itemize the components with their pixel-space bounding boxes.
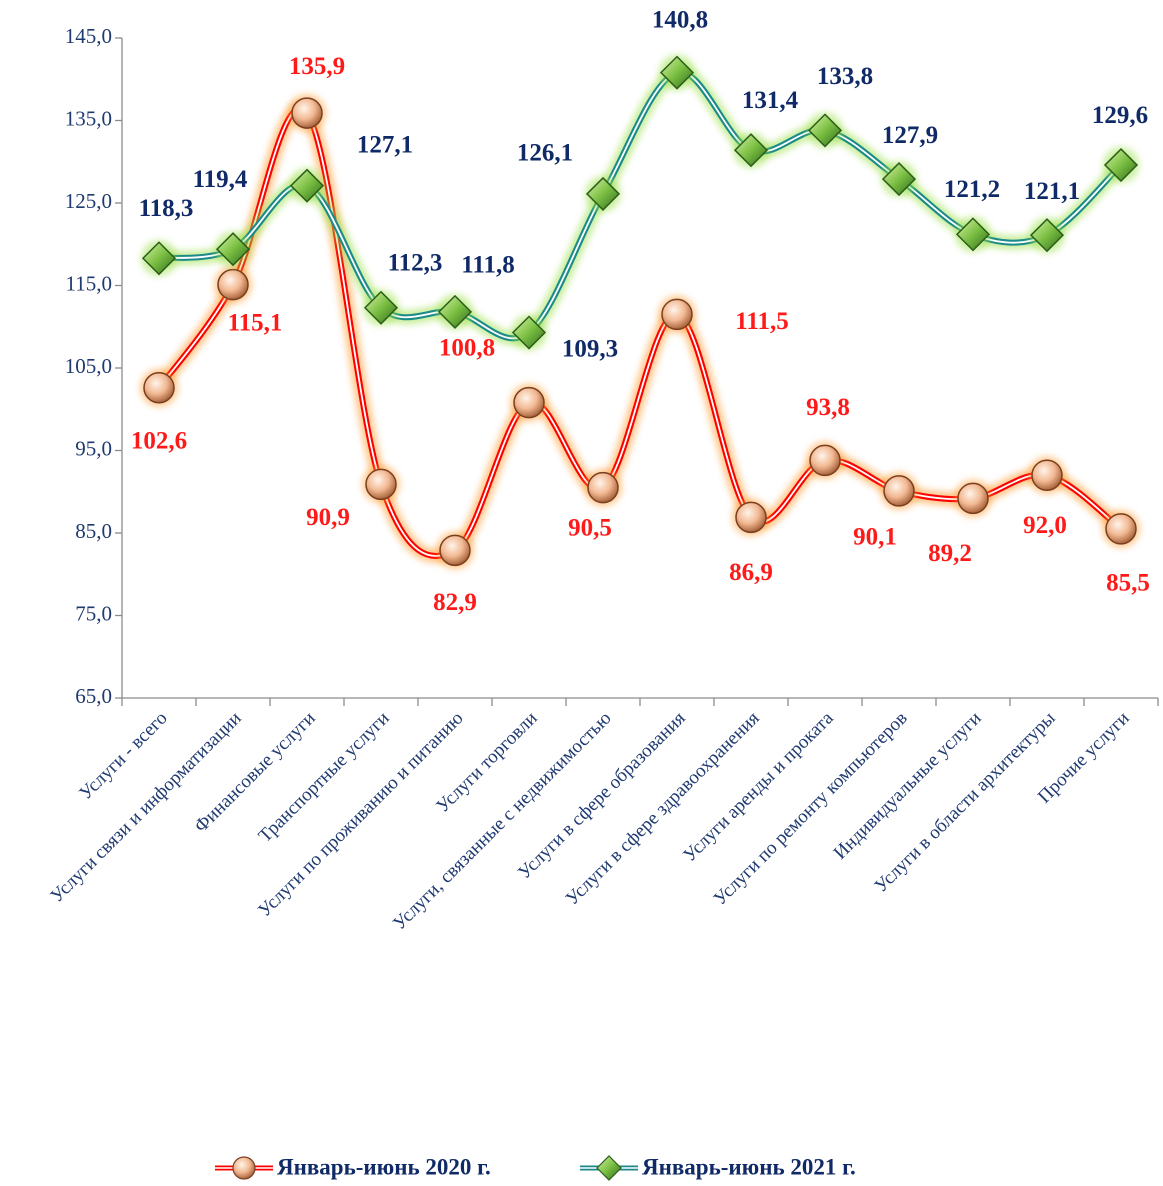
data-label: 93,8 [806,394,850,421]
data-label: 109,3 [562,335,618,362]
legend-marker [232,1156,256,1180]
y-tick-label: 105,0 [65,354,112,378]
legend-label: Январь-июнь 2021 г. [642,1154,856,1179]
data-label: 102,6 [131,428,187,455]
marker [881,162,917,197]
marker [143,372,175,404]
legend-marker [596,1155,622,1181]
x-tick-label: Индивидуальные услуги [830,708,986,864]
marker [363,290,399,325]
data-label: 126,1 [517,140,573,167]
data-label: 119,4 [193,166,248,193]
y-tick-label: 65,0 [75,684,112,708]
marker [439,534,471,567]
data-label: 140,8 [652,6,708,33]
data-label: 133,8 [817,63,873,90]
marker [807,113,843,148]
data-label: 89,2 [928,540,972,567]
data-label: 112,3 [388,250,443,277]
data-label: 131,4 [742,87,799,114]
x-tick-label: Транспортные услуги [255,708,394,847]
data-label: 100,8 [439,334,495,361]
data-label: 121,2 [944,176,1000,203]
data-label: 92,0 [1023,512,1067,539]
marker [957,482,989,515]
marker [659,55,695,90]
marker [291,97,323,129]
data-label: 90,1 [853,524,897,551]
marker [587,471,619,504]
x-tick-label: Финансовые услуги [190,708,319,837]
marker [365,468,397,501]
marker [585,176,621,211]
y-tick-label: 115,0 [66,271,112,295]
y-tick-label: 145,0 [65,24,112,48]
y-tick-label: 85,0 [75,519,112,543]
data-label: 115,1 [228,309,283,336]
marker [513,386,545,419]
data-label: 127,9 [882,122,938,149]
marker [1103,147,1139,183]
data-label: 135,9 [289,53,345,80]
legend-label: Январь-июнь 2020 г. [277,1154,491,1179]
marker [955,217,991,252]
data-label: 86,9 [729,559,773,586]
marker [511,315,547,350]
data-label: 111,8 [461,252,515,279]
data-label: 90,5 [568,514,612,541]
marker [735,501,767,534]
marker [217,268,249,301]
marker [883,475,915,507]
marker [289,168,325,203]
data-label: 129,6 [1092,102,1148,129]
marker [733,133,769,168]
data-label: 118,3 [139,195,194,222]
data-label: 82,9 [433,589,477,616]
marker [1031,459,1063,491]
data-label: 85,5 [1106,570,1150,597]
marker [1029,218,1065,253]
marker [809,444,841,477]
marker [141,241,177,276]
y-tick-label: 75,0 [75,601,112,625]
marker [215,232,251,267]
data-label: 127,1 [357,131,413,158]
data-label: 121,1 [1024,178,1080,205]
marker [661,298,693,331]
line-highlight [158,71,1122,340]
y-tick-label: 125,0 [65,189,112,213]
marker [437,294,473,329]
data-label: 90,9 [306,504,350,531]
marker [1105,513,1137,545]
data-label: 111,5 [735,308,789,335]
x-tick-label: Услуги аренды и проката [679,707,838,866]
y-tick-label: 135,0 [65,106,112,130]
y-tick-label: 95,0 [75,436,112,460]
